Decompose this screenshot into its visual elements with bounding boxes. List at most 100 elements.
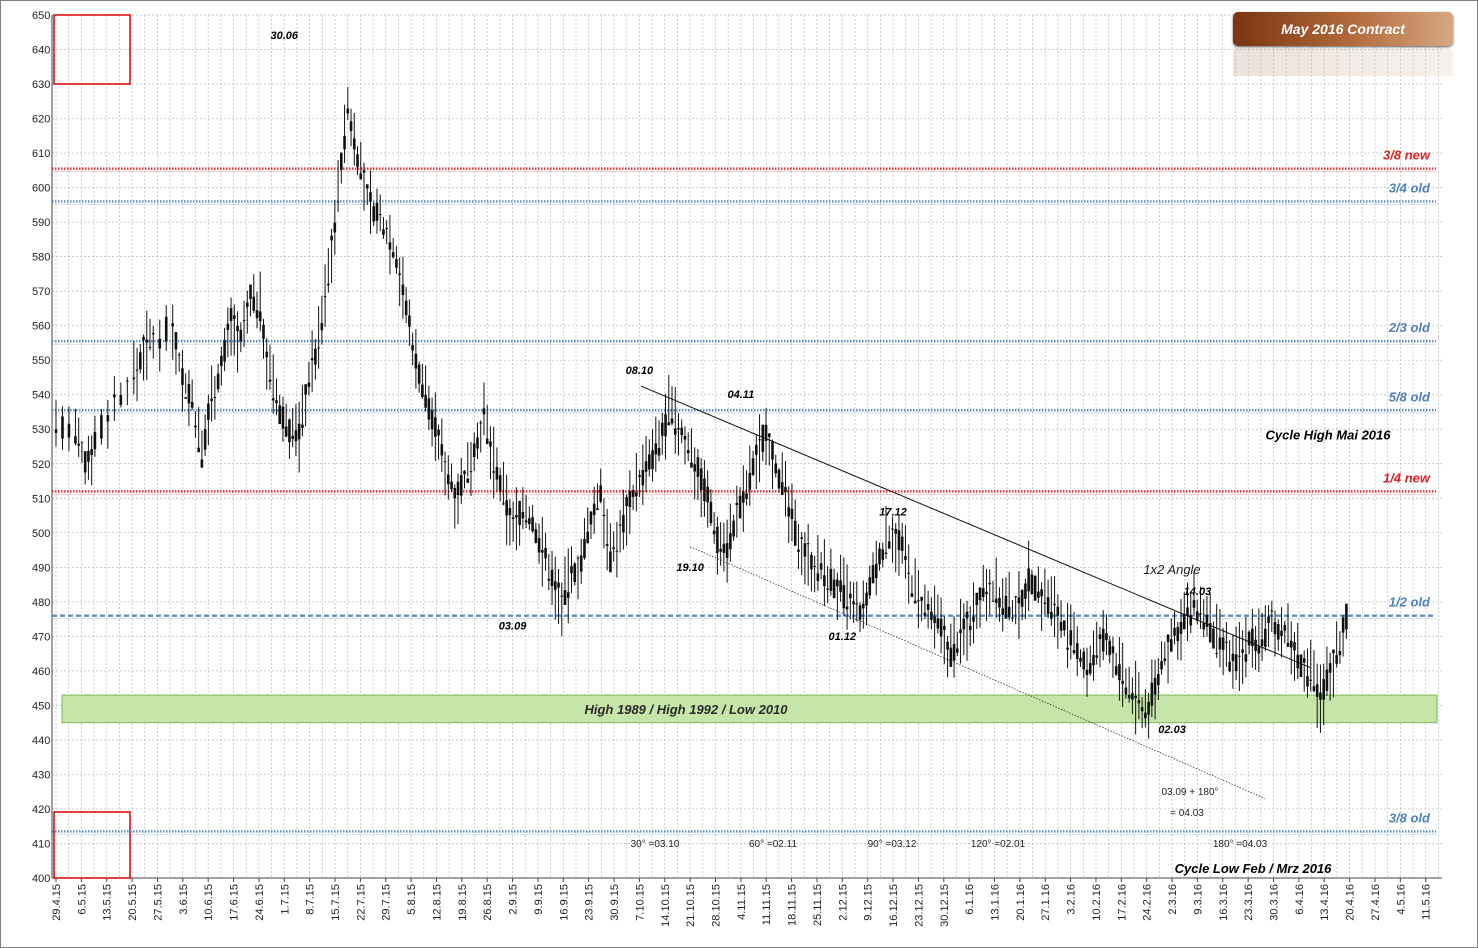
price-body: [1014, 596, 1017, 598]
price-body: [1257, 646, 1261, 654]
price-body: [1059, 621, 1063, 631]
price-body: [900, 536, 904, 551]
price-body: [430, 410, 434, 430]
price-body: [317, 347, 320, 349]
x-tick-label: 5.8.15: [406, 884, 418, 915]
price-body: [106, 415, 110, 422]
price-body: [343, 135, 346, 150]
pivot-label: 02.03: [1158, 724, 1186, 736]
pivot-label: 03.09: [499, 620, 527, 632]
price-body: [926, 603, 930, 610]
price-body: [1131, 693, 1134, 700]
price-body: [596, 508, 599, 510]
price-body: [1251, 628, 1254, 647]
pivot-label: 14.03: [1184, 586, 1212, 598]
x-tick-label: 16.9.15: [558, 884, 570, 921]
x-tick-label: 27.1.16: [1040, 884, 1052, 921]
y-tick-label: 530: [32, 424, 50, 436]
price-body: [797, 549, 800, 552]
price-body: [1127, 695, 1131, 699]
price-body: [719, 548, 722, 552]
price-body: [262, 324, 265, 339]
y-tick-label: 490: [32, 562, 50, 574]
price-body: [1186, 607, 1189, 616]
price-body: [1208, 623, 1212, 643]
price-body: [936, 618, 940, 629]
price-body: [774, 463, 778, 474]
price-body: [1166, 634, 1170, 643]
price-body: [265, 351, 269, 358]
price-body: [615, 550, 619, 552]
price-body: [1079, 657, 1082, 662]
price-body: [686, 450, 690, 454]
price-body: [670, 418, 674, 424]
price-body: [706, 486, 709, 503]
price-body: [1121, 680, 1124, 684]
price-body: [858, 605, 862, 620]
price-body: [1024, 583, 1027, 599]
pivot-label: 17.12: [879, 507, 907, 519]
x-tick-label: 8.7.15: [305, 884, 317, 915]
price-body: [703, 478, 706, 502]
price-body: [680, 427, 684, 436]
price-body: [946, 641, 949, 650]
x-tick-label: 15.7.15: [330, 884, 342, 921]
x-tick-label: 27.4.16: [1370, 884, 1382, 921]
x-tick-label: 29.4.15: [51, 884, 63, 921]
price-body: [255, 310, 259, 319]
title-badge: May 2016 Contract: [1233, 12, 1453, 46]
price-body: [323, 296, 327, 298]
y-tick-label: 430: [32, 769, 50, 781]
price-body: [1144, 712, 1147, 719]
level-label: 1/4 new: [1383, 470, 1431, 485]
price-body: [1176, 626, 1180, 642]
price-body: [729, 533, 732, 550]
price-body: [495, 467, 499, 480]
price-body: [716, 526, 719, 554]
price-body: [1063, 620, 1066, 631]
price-body: [239, 329, 243, 342]
price-body: [288, 419, 291, 443]
x-tick-label: 13.1.16: [990, 884, 1002, 921]
price-body: [696, 457, 700, 477]
price-body: [755, 444, 758, 455]
price-body: [923, 612, 927, 616]
price-body: [1056, 606, 1060, 616]
degree-label: 180° =04.03: [1213, 839, 1268, 850]
price-body: [1234, 654, 1238, 671]
price-body: [660, 422, 664, 436]
y-tick-label: 520: [32, 459, 50, 471]
price-body: [547, 578, 551, 581]
y-tick-label: 580: [32, 252, 50, 264]
price-body: [683, 435, 687, 440]
degree-label: 60° =02.11: [749, 839, 797, 850]
price-body: [933, 616, 936, 624]
price-body: [489, 441, 492, 447]
price-body: [466, 478, 470, 483]
price-body: [414, 353, 418, 369]
price-body: [382, 229, 385, 235]
degree-label: 90° =03.12: [868, 839, 917, 850]
price-body: [544, 547, 547, 559]
price-body: [1069, 630, 1073, 646]
price-body: [524, 520, 528, 523]
price-body: [74, 436, 77, 444]
price-body: [297, 423, 301, 440]
price-body: [365, 184, 369, 189]
price-body: [829, 568, 833, 591]
price-body: [819, 563, 823, 570]
price-body: [1202, 623, 1206, 630]
price-body: [1267, 616, 1270, 623]
price-body: [388, 242, 392, 250]
price-body: [949, 647, 953, 667]
price-body: [1118, 664, 1121, 681]
x-tick-label: 9.9.15: [533, 884, 545, 915]
price-body: [1221, 637, 1225, 650]
price-body: [868, 577, 872, 596]
marker-box-bottom: [53, 811, 131, 879]
price-body: [275, 400, 278, 404]
price-body: [138, 352, 142, 370]
price-body: [362, 170, 366, 173]
price-body: [699, 468, 703, 491]
